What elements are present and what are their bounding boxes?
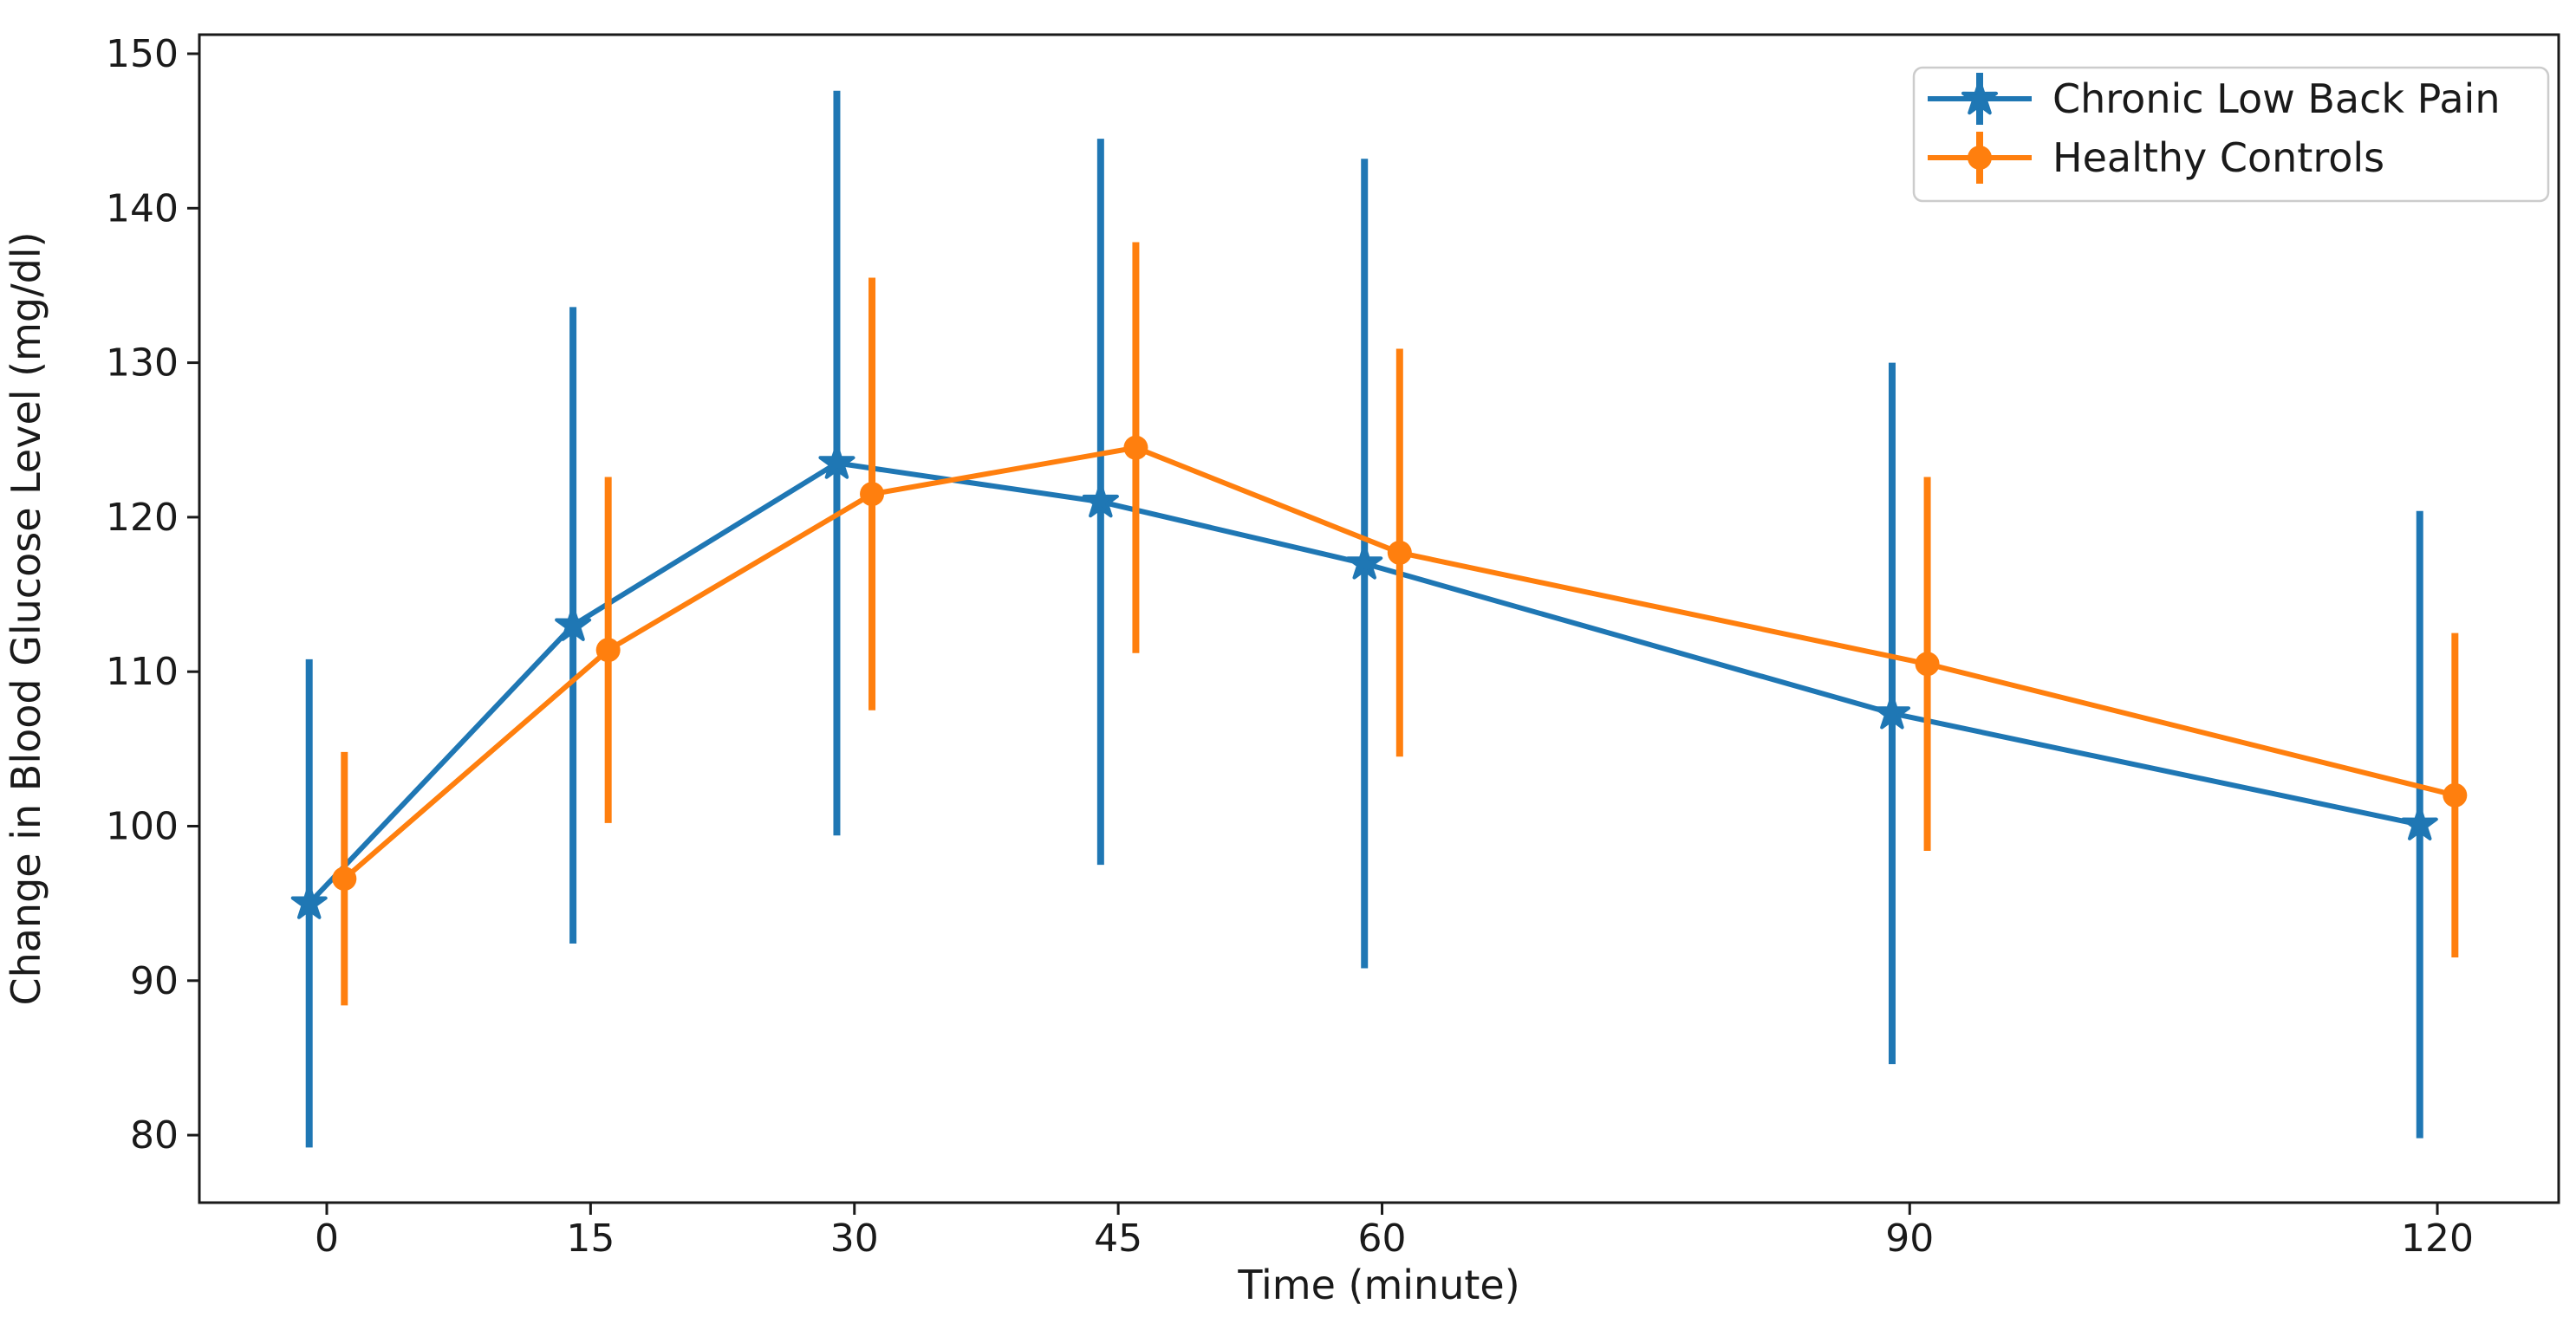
data-point-marker-star bbox=[2401, 805, 2438, 840]
data-point-marker-circle bbox=[2443, 782, 2468, 808]
data-point-marker-star bbox=[290, 884, 328, 919]
data-point-marker-star bbox=[1874, 694, 1910, 730]
data-point-marker-circle bbox=[1915, 652, 1940, 677]
x-tick-label: 120 bbox=[2401, 1216, 2474, 1261]
data-point-marker-star bbox=[1346, 544, 1383, 580]
legend-marker-star bbox=[1961, 80, 1998, 115]
legend-box bbox=[1912, 66, 2550, 203]
data-point-marker-circle bbox=[860, 482, 885, 507]
x-tick-label: 0 bbox=[315, 1216, 339, 1261]
plot-area bbox=[198, 33, 2560, 1204]
series-clbp bbox=[290, 90, 2438, 1148]
data-point-marker-circle bbox=[1387, 540, 1412, 565]
data-point-marker-star bbox=[555, 606, 592, 641]
data-point-marker-circle bbox=[595, 638, 621, 663]
series-controls bbox=[332, 242, 2468, 1006]
data-point-marker-star bbox=[818, 444, 855, 479]
x-tick-label: 15 bbox=[566, 1216, 615, 1261]
y-tick-label: 120 bbox=[106, 496, 179, 540]
legend-label: Chronic Low Back Pain bbox=[2052, 75, 2500, 122]
legend: Chronic Low Back Pain Healthy Controls bbox=[1912, 66, 2550, 203]
data-point-marker-star bbox=[1082, 483, 1119, 518]
y-tick-label: 130 bbox=[106, 341, 179, 386]
x-tick-label: 90 bbox=[1885, 1216, 1934, 1261]
x-tick-label: 60 bbox=[1358, 1216, 1407, 1261]
y-tick-label: 80 bbox=[130, 1113, 179, 1158]
x-tick-label: 45 bbox=[1094, 1216, 1142, 1261]
x-tick-label: 30 bbox=[830, 1216, 879, 1261]
data-point-marker-circle bbox=[332, 866, 357, 892]
legend-label: Healthy Controls bbox=[2052, 134, 2384, 181]
legend-entry: Healthy Controls bbox=[1928, 132, 2384, 184]
y-tick-label: 110 bbox=[106, 650, 179, 694]
y-tick-label: 100 bbox=[106, 805, 179, 849]
x-axis-label: Time (minute) bbox=[1237, 1262, 1519, 1308]
y-axis-label: Change in Blood Glucose Level (mg/dl) bbox=[3, 231, 49, 1005]
y-tick-label: 150 bbox=[106, 32, 179, 76]
y-tick-label: 90 bbox=[130, 959, 179, 1003]
legend-entry: Chronic Low Back Pain bbox=[1928, 73, 2500, 125]
y-tick-label: 140 bbox=[106, 186, 179, 230]
legend-marker-circle bbox=[1968, 146, 1992, 170]
data-point-marker-circle bbox=[1123, 435, 1148, 460]
